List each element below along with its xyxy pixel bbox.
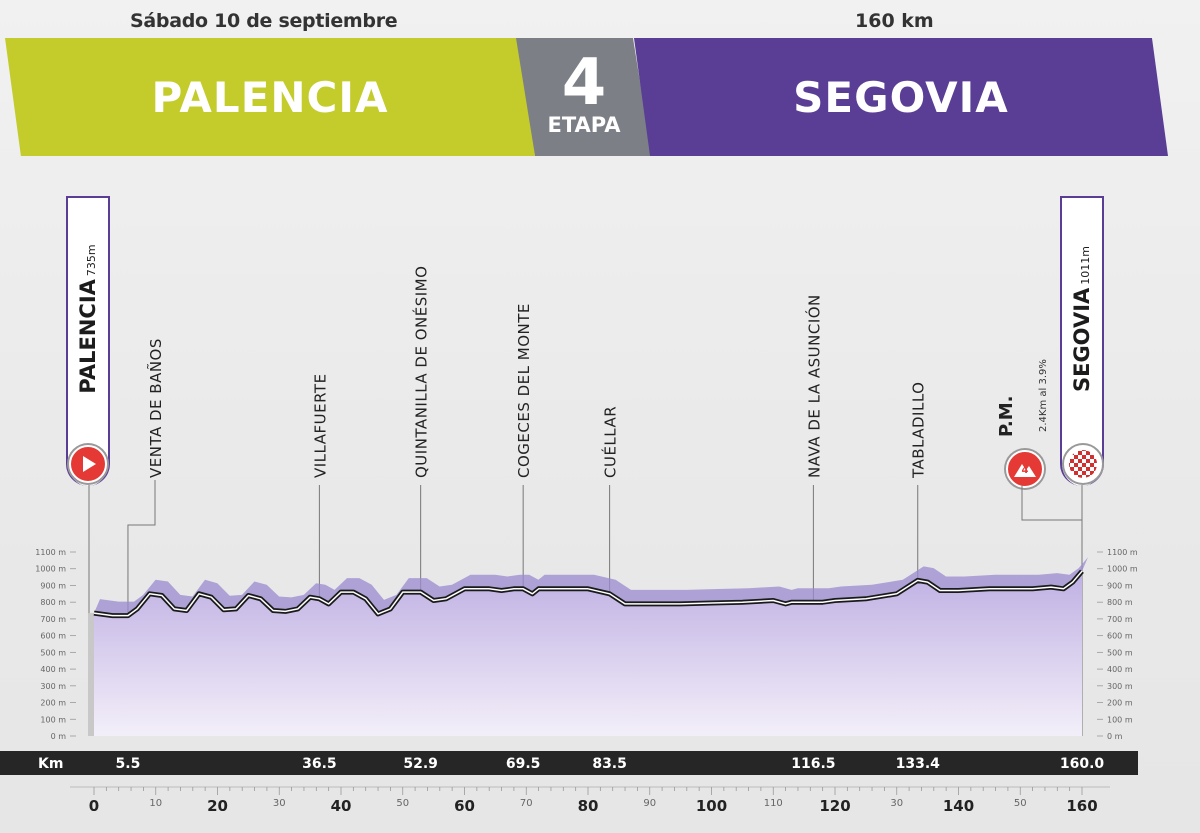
x-axis-minor-label: 10 — [149, 798, 162, 809]
finish-km-label: 160.0 — [1060, 756, 1105, 772]
altitude-tick-label: 900 m — [1107, 581, 1133, 590]
x-axis-major-label: 100 — [696, 797, 727, 815]
start-flag: PALENCIA735m — [66, 196, 110, 486]
stage-number: 4 — [561, 46, 607, 120]
km-bar-label: Km — [38, 756, 63, 772]
town-label: VILLAFUERTE — [311, 373, 329, 478]
stage-label: ETAPA — [547, 113, 621, 137]
altitude-tick-label: 600 m — [40, 632, 66, 641]
x-axis-minor-label: 50 — [1014, 798, 1027, 809]
town-label: QUINTANILLA DE ONÉSIMO — [412, 266, 431, 478]
altitude-tick-label: 1100 m — [35, 548, 66, 557]
altitude-tick-label: 400 m — [1107, 665, 1133, 674]
climb-title: P.M. — [996, 396, 1017, 437]
x-axis-major-label: 0 — [89, 797, 99, 815]
x-axis-minor-label: 110 — [764, 798, 783, 809]
mountain-4-icon: 4 — [1006, 450, 1044, 488]
town-label: VENTA DE BAÑOS — [146, 338, 165, 478]
x-axis-major-label: 20 — [207, 797, 228, 815]
x-axis-minor-label: 30 — [273, 798, 286, 809]
town-km-label: 52.9 — [403, 756, 438, 772]
altitude-tick-label: 200 m — [40, 699, 66, 708]
town-km-label: 69.5 — [506, 756, 541, 772]
stage-date: Sábado 10 de septiembre — [130, 10, 398, 32]
altitude-tick-label: 200 m — [1107, 699, 1133, 708]
altitude-tick-label: 600 m — [1107, 632, 1133, 641]
stage-badge — [516, 38, 652, 156]
altitude-tick-label: 800 m — [1107, 598, 1133, 607]
altitude-tick-label: 800 m — [40, 598, 66, 607]
town-label: CUÉLLAR — [601, 406, 620, 478]
altitude-tick-label: 100 m — [40, 715, 66, 724]
x-axis-major-label: 140 — [943, 797, 974, 815]
x-axis-major-label: 120 — [819, 797, 850, 815]
altitude-tick-label: 1000 m — [1107, 565, 1138, 574]
x-axis-major-label: 80 — [578, 797, 599, 815]
finish-city-banner: SEGOVIA — [634, 38, 1168, 156]
altitude-tick-label: 300 m — [40, 682, 66, 691]
climb-category: 4 — [1022, 465, 1029, 476]
town-km-label: 83.5 — [592, 756, 627, 772]
altitude-tick-label: 1000 m — [35, 565, 66, 574]
checkered-flag-icon — [1064, 445, 1102, 483]
km-bar — [0, 751, 1138, 775]
start-altitude-column — [88, 613, 96, 736]
start-city-name: PALENCIA — [151, 72, 389, 122]
finish-flag: SEGOVIA1011m — [1060, 196, 1104, 486]
play-icon — [69, 445, 107, 483]
start-city-banner: PALENCIA — [5, 38, 535, 156]
finish-city-name: SEGOVIA — [793, 72, 1009, 122]
altitude-tick-label: 700 m — [40, 615, 66, 624]
climb-leader-line — [1021, 485, 1082, 521]
town-km-label: 133.4 — [896, 756, 941, 772]
town-km-label: 5.5 — [116, 756, 141, 772]
profile-line — [93, 570, 1083, 617]
town-km-label: 36.5 — [302, 756, 337, 772]
x-axis-minor-label: 90 — [643, 798, 656, 809]
altitude-tick-label: 900 m — [40, 581, 66, 590]
altitude-tick-label: 300 m — [1107, 682, 1133, 691]
stage-distance: 160 km — [855, 10, 934, 32]
climb-detail: 2.4Km al 3.9% — [1038, 359, 1049, 432]
x-axis-major-label: 40 — [331, 797, 352, 815]
town-label: TABLADILLO — [910, 382, 928, 479]
altitude-tick-label: 100 m — [1107, 715, 1133, 724]
altitude-tick-label: 500 m — [40, 648, 66, 657]
x-axis-major-label: 160 — [1066, 797, 1097, 815]
altitude-tick-label: 1100 m — [1107, 548, 1138, 557]
town-label: NAVA DE LA ASUNCIÓN — [804, 294, 823, 478]
altitude-tick-label: 700 m — [1107, 615, 1133, 624]
x-axis-minor-label: 50 — [396, 798, 409, 809]
town-km-label: 116.5 — [791, 756, 835, 772]
altitude-tick-label: 0 m — [51, 732, 67, 741]
altitude-tick-label: 500 m — [1107, 648, 1133, 657]
town-label: COGECES DEL MONTE — [515, 303, 533, 478]
x-axis-minor-label: 30 — [890, 798, 903, 809]
profile-area — [94, 571, 1082, 736]
x-axis-minor-label: 70 — [520, 798, 533, 809]
x-axis-major-label: 60 — [454, 797, 475, 815]
altitude-tick-label: 400 m — [40, 665, 66, 674]
altitude-tick-label: 0 m — [1107, 732, 1123, 741]
profile-relief-band — [94, 557, 1088, 616]
